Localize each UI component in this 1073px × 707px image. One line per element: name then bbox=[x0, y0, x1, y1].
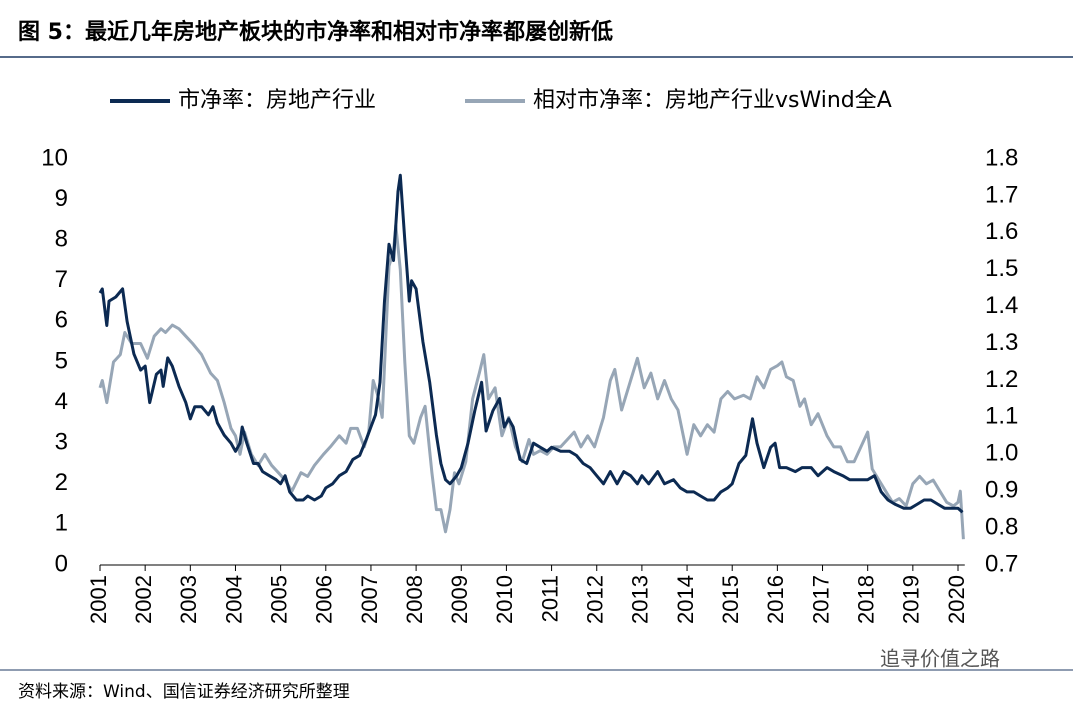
y-tick-label: 9 bbox=[55, 185, 68, 212]
x-tick-label: 2007 bbox=[357, 575, 382, 624]
y-tick-label: 2 bbox=[55, 469, 68, 496]
series-line bbox=[98, 173, 964, 514]
y-tick-label: 0 bbox=[55, 550, 68, 577]
y-tick-label: 1 bbox=[55, 510, 68, 537]
y2-tick-label: 1.2 bbox=[985, 366, 1018, 393]
x-tick-label: 2016 bbox=[763, 575, 788, 624]
y-tick-label: 4 bbox=[55, 388, 68, 415]
x-tick-label: 2012 bbox=[583, 575, 608, 624]
series-line bbox=[98, 223, 965, 540]
y-tick-label: 7 bbox=[55, 266, 68, 293]
x-tick-label: 2006 bbox=[312, 575, 337, 624]
y2-tick-label: 1.1 bbox=[985, 403, 1018, 430]
x-tick-label: 2005 bbox=[266, 575, 291, 624]
x-tick-label: 2015 bbox=[718, 575, 743, 624]
x-tick-label: 2018 bbox=[853, 575, 878, 624]
x-tick-label: 2020 bbox=[944, 575, 969, 624]
source-note: 资料来源：Wind、国信证券经济研究所整理 bbox=[18, 682, 350, 702]
x-tick-label: 2017 bbox=[808, 575, 833, 624]
x-tick-label: 2010 bbox=[492, 575, 517, 624]
legend-label: 相对市净率：房地产行业vsWind全A bbox=[533, 88, 892, 113]
x-tick-label: 2009 bbox=[447, 575, 472, 624]
x-tick-label: 2019 bbox=[899, 575, 924, 624]
x-tick-label: 2014 bbox=[673, 575, 698, 624]
y-tick-label: 10 bbox=[41, 144, 68, 171]
x-tick-label: 2002 bbox=[131, 575, 156, 624]
y2-tick-label: 1.6 bbox=[985, 218, 1018, 245]
x-tick-label: 2011 bbox=[537, 575, 562, 622]
y2-tick-label: 1.7 bbox=[985, 181, 1018, 208]
y-tick-label: 3 bbox=[55, 429, 68, 456]
y2-tick-label: 1.8 bbox=[985, 144, 1018, 171]
y2-tick-label: 1.3 bbox=[985, 329, 1018, 356]
y2-tick-label: 0.8 bbox=[985, 513, 1018, 540]
x-tick-label: 2001 bbox=[86, 575, 111, 624]
y-tick-label: 6 bbox=[55, 307, 68, 334]
y-tick-label: 8 bbox=[55, 226, 68, 253]
x-tick-label: 2008 bbox=[402, 575, 427, 624]
y2-tick-label: 0.7 bbox=[985, 550, 1018, 577]
watermark: 追寻价值之路 bbox=[880, 647, 1000, 671]
x-tick-label: 2013 bbox=[628, 575, 653, 624]
x-tick-label: 2003 bbox=[176, 575, 201, 624]
chart-title: 图 5：最近几年房地产板块的市净率和相对市净率都屡创新低 bbox=[18, 19, 613, 45]
y-tick-label: 5 bbox=[55, 347, 68, 374]
y2-tick-label: 1.4 bbox=[985, 292, 1018, 319]
y2-tick-label: 1.5 bbox=[985, 255, 1018, 282]
y2-tick-label: 0.9 bbox=[985, 477, 1018, 504]
legend-label: 市净率：房地产行业 bbox=[178, 88, 376, 113]
y2-tick-label: 1.0 bbox=[985, 440, 1018, 467]
x-tick-label: 2004 bbox=[221, 575, 246, 624]
